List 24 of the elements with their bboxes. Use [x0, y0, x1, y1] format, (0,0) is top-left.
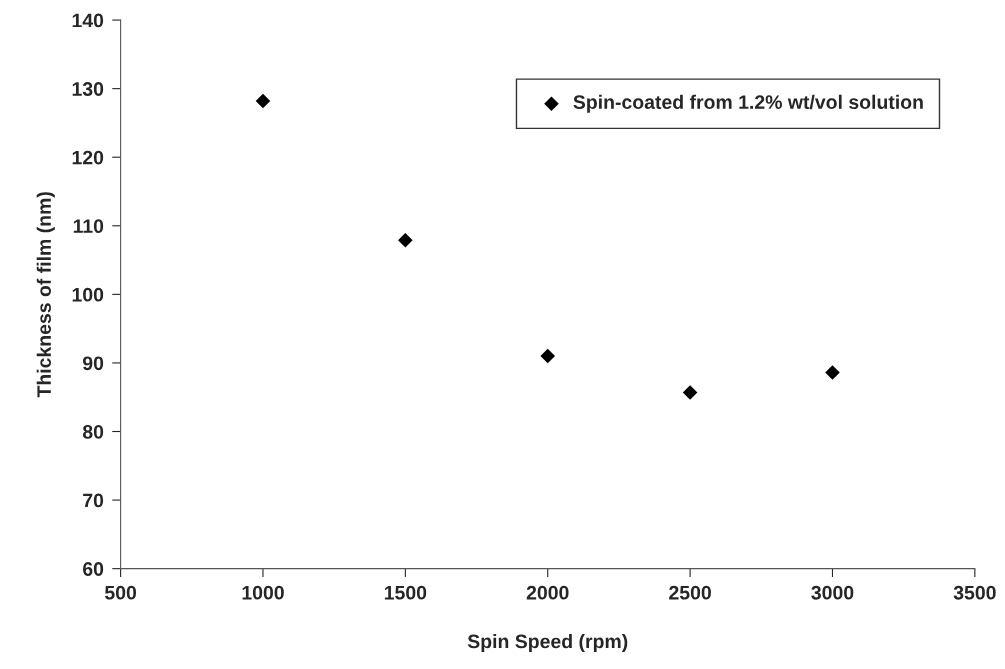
point	[255, 93, 271, 109]
point	[398, 232, 413, 248]
y-axis-title: Thickness of film (nm)	[36, 192, 55, 398]
y-tick-label: 100	[72, 287, 104, 302]
y-tick-label: 70	[83, 493, 104, 508]
point	[540, 348, 556, 364]
y-tick-label: 130	[72, 82, 104, 96]
y-tick-label: 60	[83, 562, 104, 576]
x-axis-title: Spin Speed (rpm)	[467, 634, 628, 653]
x-tick-label: 1500	[384, 585, 427, 600]
y-tick-label: 110	[73, 219, 104, 234]
y-tick-label: 90	[82, 356, 104, 371]
y-tick-label: 140	[72, 13, 104, 28]
point	[682, 385, 698, 400]
point	[825, 365, 840, 380]
y-tick-label: 120	[72, 150, 104, 165]
x-tick-label: 500	[104, 585, 137, 600]
x-tick-label: 3500	[953, 585, 996, 600]
x-tick-label: 2000	[526, 585, 569, 600]
x-tick-label: 1000	[242, 585, 284, 600]
x-tick-label: 2500	[669, 585, 711, 600]
legend-label: Spin-coated from 1.2% wt/vol solution	[573, 94, 923, 113]
y-tick-label: 80	[82, 424, 104, 439]
x-tick-label: 3000	[811, 585, 854, 600]
